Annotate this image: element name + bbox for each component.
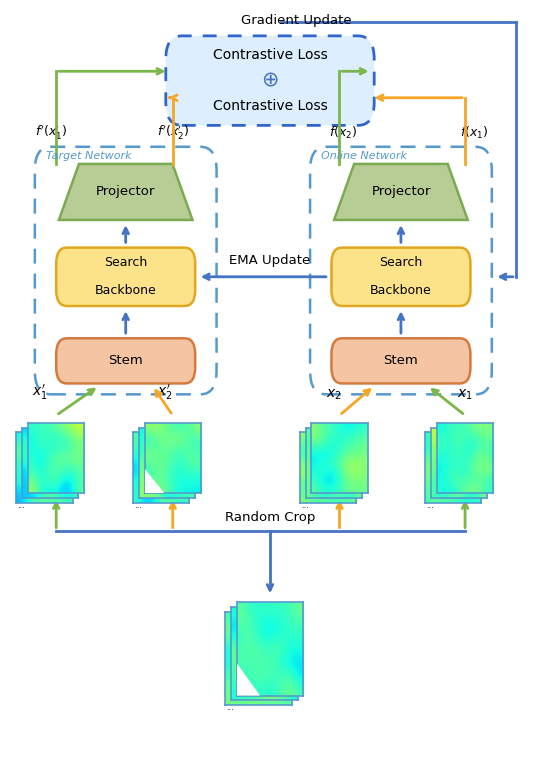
Text: Stem: Stem: [109, 354, 143, 368]
Text: $f'(x_2')$: $f'(x_2')$: [157, 123, 189, 141]
Text: $f(x_1)$: $f(x_1)$: [460, 125, 488, 141]
Text: Contrastive Loss: Contrastive Loss: [213, 48, 327, 62]
Text: Backbone: Backbone: [95, 285, 157, 297]
Text: Gradient Update: Gradient Update: [241, 14, 352, 27]
Text: $x_1'$: $x_1'$: [32, 383, 48, 402]
FancyBboxPatch shape: [332, 338, 470, 383]
Polygon shape: [59, 164, 192, 220]
Text: ...: ...: [301, 501, 309, 510]
FancyBboxPatch shape: [332, 248, 470, 306]
Text: Projector: Projector: [96, 186, 156, 198]
Text: ...: ...: [427, 501, 434, 510]
Text: Random Crop: Random Crop: [225, 511, 315, 524]
Text: ...: ...: [134, 501, 142, 510]
Text: $f'(x_1')$: $f'(x_1')$: [35, 123, 67, 141]
Text: Stem: Stem: [383, 354, 418, 368]
Text: Backbone: Backbone: [370, 285, 432, 297]
FancyBboxPatch shape: [166, 36, 374, 125]
Text: $x_2'$: $x_2'$: [157, 383, 172, 402]
Text: EMA Update: EMA Update: [230, 255, 310, 267]
Text: Projector: Projector: [372, 186, 430, 198]
Text: ...: ...: [226, 703, 234, 713]
Text: Contrastive Loss: Contrastive Loss: [213, 100, 327, 114]
Text: ...: ...: [18, 501, 25, 510]
Text: Search: Search: [104, 256, 147, 269]
Text: Target Network: Target Network: [45, 151, 131, 161]
Text: $x_1$: $x_1$: [457, 388, 473, 402]
Text: Search: Search: [379, 256, 423, 269]
Text: $x_2$: $x_2$: [326, 388, 342, 402]
Polygon shape: [334, 164, 468, 220]
Text: $\oplus$: $\oplus$: [261, 71, 279, 91]
Text: Online Network: Online Network: [321, 151, 407, 161]
FancyBboxPatch shape: [56, 248, 195, 306]
FancyBboxPatch shape: [56, 338, 195, 383]
Text: $f(x_2)$: $f(x_2)$: [329, 125, 357, 141]
